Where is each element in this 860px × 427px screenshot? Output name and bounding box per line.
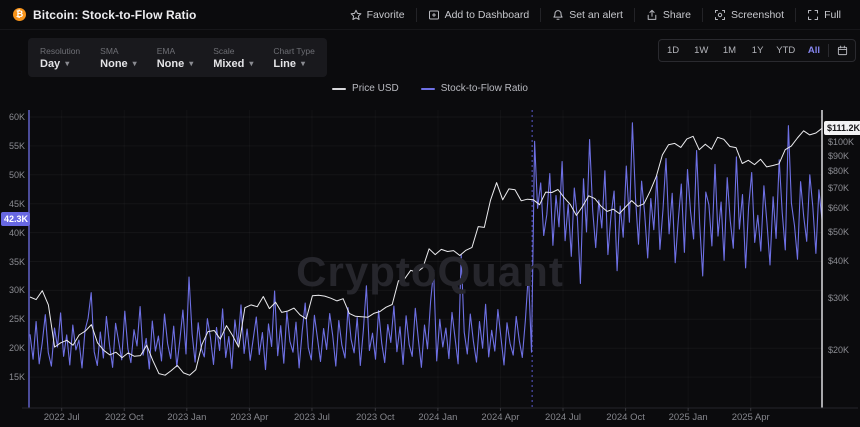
left-axis-tick-label: 35K bbox=[8, 256, 25, 267]
dropdown-label: EMA bbox=[156, 45, 176, 56]
right-axis-tick-label: $40K bbox=[828, 255, 850, 266]
x-axis-tick-label: 2022 Jul bbox=[43, 412, 80, 423]
left-axis-tick-label: 20K bbox=[8, 343, 25, 354]
button-label: Add to Dashboard bbox=[444, 8, 530, 21]
left-axis-tick-label: 60K bbox=[8, 112, 25, 122]
button-label: Share bbox=[662, 8, 691, 21]
s2f-current-value-badge: 42.3K bbox=[1, 212, 30, 227]
price-usd-line bbox=[29, 127, 823, 376]
dropdown-label: Resolution bbox=[40, 45, 81, 56]
share-icon bbox=[647, 9, 657, 20]
header: ₿ Bitcoin: Stock-to-Flow Ratio Favorite A… bbox=[0, 0, 860, 30]
x-axis-tick-label: 2024 Apr bbox=[481, 412, 520, 423]
left-axis-tick-label: 25K bbox=[8, 314, 25, 325]
full-button[interactable]: Full bbox=[795, 7, 852, 22]
fullscreen-icon bbox=[808, 9, 819, 20]
chevron-down-icon: ▾ bbox=[301, 59, 306, 68]
calendar-icon bbox=[837, 45, 847, 56]
range-1d-button[interactable]: 1D bbox=[667, 45, 680, 56]
star-icon bbox=[350, 9, 362, 20]
right-axis-tick-label: $60K bbox=[828, 203, 850, 214]
x-axis-tick-label: 2022 Oct bbox=[104, 412, 144, 423]
x-axis-tick-label: 2024 Jan bbox=[418, 412, 458, 423]
time-range-selector: 1D 1W 1M 1Y YTD All bbox=[658, 39, 856, 62]
dropdown-value: Day ▾ bbox=[40, 57, 70, 70]
dropdown-resolution[interactable]: Resolution Day ▾ bbox=[40, 41, 80, 74]
price-current-value-badge: $111.2K bbox=[824, 121, 860, 136]
legend-swatch bbox=[420, 87, 435, 90]
stock-to-flow-ratio-line bbox=[29, 122, 823, 371]
dropdown-label: Scale bbox=[213, 45, 235, 56]
x-axis-tick-label: 2023 Jan bbox=[167, 412, 207, 423]
x-axis-tick-label: 2023 Apr bbox=[230, 412, 269, 423]
chevron-down-icon: ▾ bbox=[249, 59, 254, 68]
set-an-alert-button[interactable]: Set an alert bbox=[540, 7, 634, 22]
dropdown-chart-type[interactable]: Chart Type Line ▾ bbox=[273, 41, 314, 74]
dropdown-value: Line ▾ bbox=[273, 57, 306, 70]
button-label: Full bbox=[824, 8, 841, 21]
dropdown-scale[interactable]: Scale Mixed ▾ bbox=[213, 41, 253, 74]
left-axis-tick-label: 15K bbox=[8, 372, 25, 383]
legend-label: Price USD bbox=[352, 83, 399, 94]
range-1y-button[interactable]: 1Y bbox=[751, 45, 764, 56]
range-ytd-button[interactable]: YTD bbox=[776, 45, 796, 56]
dropdown-ema[interactable]: EMA None ▾ bbox=[157, 41, 194, 74]
page-title: Bitcoin: Stock-to-Flow Ratio bbox=[33, 7, 197, 22]
bell-icon bbox=[553, 9, 563, 20]
x-axis-tick-label: 2025 Apr bbox=[731, 412, 770, 423]
range-1w-button[interactable]: 1W bbox=[694, 45, 709, 56]
dropdown-label: SMA bbox=[100, 45, 119, 56]
left-axis-tick-label: 50K bbox=[8, 169, 25, 180]
right-axis-tick-label: $90K bbox=[828, 150, 850, 161]
add-to-dashboard-button[interactable]: Add to Dashboard bbox=[415, 7, 541, 22]
chevron-down-icon: ▾ bbox=[65, 59, 70, 68]
left-axis-tick-label: 40K bbox=[8, 227, 25, 238]
left-axis-tick-label: 30K bbox=[8, 285, 25, 296]
x-axis-tick-label: 2024 Oct bbox=[606, 412, 645, 423]
chevron-down-icon: ▾ bbox=[132, 59, 137, 68]
dropdown-label: Chart Type bbox=[273, 45, 315, 56]
range-1m-button[interactable]: 1M bbox=[722, 45, 737, 56]
dropdown-sma[interactable]: SMA None ▾ bbox=[100, 41, 137, 74]
dropdown-value: None ▾ bbox=[100, 57, 137, 70]
right-axis-tick-label: $30K bbox=[828, 292, 850, 303]
dashboard-icon bbox=[428, 10, 439, 19]
custom-date-range-button[interactable] bbox=[828, 44, 855, 57]
share-button[interactable]: Share bbox=[633, 7, 702, 22]
legend-item-price-usd[interactable]: Price USD bbox=[332, 83, 399, 94]
range-all-button[interactable]: All bbox=[807, 45, 821, 56]
header-left: ₿ Bitcoin: Stock-to-Flow Ratio bbox=[0, 8, 196, 22]
legend-swatch bbox=[332, 87, 347, 90]
x-axis-tick-label: 2025 Jan bbox=[668, 412, 708, 423]
right-axis-tick-label: $80K bbox=[828, 165, 850, 176]
button-label: Favorite bbox=[366, 8, 405, 21]
chart-legend: Price USD Stock-to-Flow Ratio bbox=[0, 83, 860, 94]
header-actions: Favorite Add to Dashboard Set an alert Shar… bbox=[339, 0, 860, 29]
x-axis-tick-label: 2023 Jul bbox=[293, 412, 330, 423]
right-axis-tick-label: $50K bbox=[828, 226, 850, 237]
chart-settings-toolbar: Resolution Day ▾ SMA None ▾ EMA None ▾ Scale Mixed… bbox=[28, 38, 327, 77]
screenshot-button[interactable]: Screenshot bbox=[701, 7, 795, 22]
chevron-down-icon: ▾ bbox=[189, 59, 194, 68]
x-axis-tick-label: 2024 Jul bbox=[545, 412, 581, 423]
right-axis-tick-label: $20K bbox=[828, 345, 850, 356]
button-label: Set an alert bbox=[569, 8, 623, 21]
favorite-button[interactable]: Favorite bbox=[339, 8, 416, 22]
x-axis-tick-label: 2023 Oct bbox=[356, 412, 395, 423]
legend-label: Stock-to-Flow Ratio bbox=[440, 83, 528, 94]
left-axis-tick-label: 55K bbox=[8, 140, 25, 151]
screenshot-icon bbox=[714, 9, 725, 20]
bitcoin-icon: ₿ bbox=[13, 8, 26, 21]
right-axis-tick-label: $70K bbox=[828, 183, 850, 194]
cryptoquant-watermark: CryptoQuant bbox=[296, 248, 564, 295]
right-axis-tick-label: $100K bbox=[828, 137, 855, 147]
legend-item-stock-to-flow-ratio[interactable]: Stock-to-Flow Ratio bbox=[420, 83, 528, 94]
button-label: Screenshot bbox=[730, 8, 785, 21]
dropdown-value: Mixed ▾ bbox=[213, 57, 254, 70]
left-axis-tick-label: 45K bbox=[8, 198, 25, 209]
dropdown-value: None ▾ bbox=[156, 57, 194, 70]
